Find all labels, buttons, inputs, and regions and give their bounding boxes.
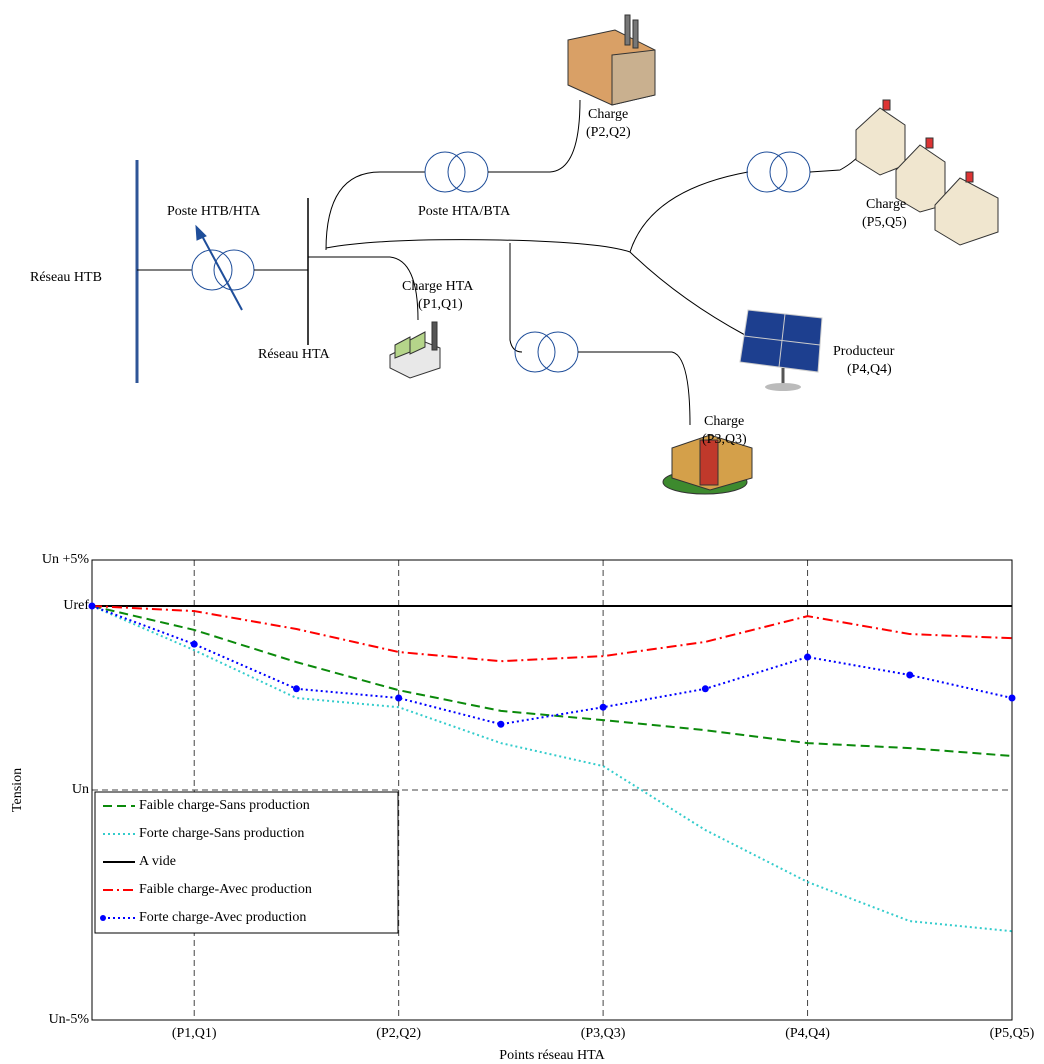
diagram-label: Charge HTA — [402, 279, 474, 294]
point — [292, 685, 300, 693]
diagram-label: Charge — [866, 197, 906, 212]
transformer — [769, 151, 811, 193]
diagram-label: Poste HTB/HTA — [167, 204, 261, 219]
wire — [509, 243, 523, 353]
diagram-label: (P1,Q1) — [418, 297, 463, 312]
wire — [809, 149, 863, 173]
legend-label: Forte charge-Sans production — [139, 826, 304, 841]
y-tick-label: Un-5% — [49, 1012, 90, 1027]
houses-icon — [855, 99, 999, 246]
wire — [629, 171, 749, 253]
transformer — [447, 151, 489, 193]
diagram-label: Charge — [588, 107, 628, 122]
network-diagram: Réseau HTB Poste HTB/HTA Réseau HTA Post… — [30, 14, 999, 495]
legend-label: A vide — [139, 854, 176, 869]
diagram-label: (P3,Q3) — [702, 432, 747, 447]
diagram-label: Producteur — [833, 344, 895, 359]
diagram-label: (P2,Q2) — [586, 125, 631, 140]
point — [88, 602, 96, 610]
x-tick-label: (P1,Q1) — [172, 1026, 217, 1041]
point — [906, 671, 914, 679]
x-tick-label: (P4,Q4) — [785, 1026, 830, 1041]
diagram-label: Réseau HTA — [258, 347, 330, 362]
arrow-head — [195, 224, 207, 241]
point — [190, 640, 198, 648]
series-line — [91, 605, 1013, 757]
regulator-arrow — [200, 233, 243, 311]
y-tick-label: Uref — [63, 598, 89, 613]
y-tick-label: Un +5% — [42, 552, 90, 567]
point — [804, 653, 812, 661]
diagram-label: Réseau HTB — [30, 270, 102, 285]
factory-icon — [389, 321, 441, 379]
transformer — [191, 249, 233, 291]
diagram-label: Poste HTA/BTA — [418, 204, 511, 219]
legend-box — [94, 791, 399, 934]
x-axis-label: Points réseau HTA — [499, 1048, 605, 1063]
legend-label: Forte charge-Avec production — [139, 910, 306, 925]
legend-label: Faible charge-Sans production — [139, 798, 310, 813]
chart: Un-5% Un Uref Un +5% (P1,Q1) (P2,Q2) (P3,Q3) (P… — [10, 552, 1034, 1063]
transformer — [514, 331, 556, 373]
school-building-icon — [662, 434, 753, 495]
solar-panel-icon — [739, 309, 823, 391]
wire — [629, 251, 746, 336]
x-tick-label: (P3,Q3) — [581, 1026, 626, 1041]
wire — [325, 171, 425, 251]
transformer — [424, 151, 466, 193]
y-tick-label: Un — [72, 782, 89, 797]
wire — [308, 256, 419, 321]
diagram-label: Charge — [704, 414, 744, 429]
legend-marker — [100, 915, 106, 921]
diagram-label: (P5,Q5) — [862, 215, 907, 230]
series-line — [91, 605, 1013, 726]
series-line — [91, 605, 1013, 663]
point — [395, 694, 403, 702]
wire — [488, 99, 581, 173]
point — [1008, 694, 1016, 702]
x-tick-label: (P5,Q5) — [990, 1026, 1035, 1041]
wire — [578, 351, 691, 426]
diagram-label: (P4,Q4) — [847, 362, 892, 377]
point — [497, 720, 505, 728]
wire — [325, 239, 631, 253]
point — [701, 685, 709, 693]
point — [599, 703, 607, 711]
y-axis-label: Tension — [10, 768, 25, 812]
plot-frame — [91, 559, 1013, 1021]
office-building-icon — [567, 14, 656, 106]
transformer — [746, 151, 788, 193]
transformer — [537, 331, 579, 373]
legend-label: Faible charge-Avec production — [139, 882, 312, 897]
x-tick-label: (P2,Q2) — [376, 1026, 421, 1041]
